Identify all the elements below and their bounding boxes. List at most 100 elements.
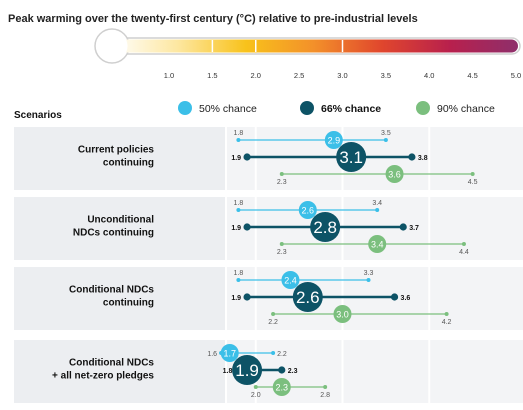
tick-label: 5.0 <box>511 71 521 80</box>
legend: 50% chance 66% chance 90% chance <box>178 101 495 115</box>
p50-high-dot <box>366 278 371 282</box>
p66-high-dot <box>408 153 416 161</box>
p90-low-dot <box>279 172 284 176</box>
row-label-line: NDCs continuing <box>73 228 154 239</box>
p50-low-label: 1.8 <box>234 200 244 207</box>
p50-median-label: 1.7 <box>223 349 236 359</box>
p90-median-bubble <box>272 378 291 396</box>
p90-median-label: 2.3 <box>276 383 289 393</box>
tick-label: 3.0 <box>337 71 347 80</box>
p90-high-dot <box>444 312 449 316</box>
legend-label-p90: 90% chance <box>437 103 495 115</box>
row-label-bg <box>14 267 225 330</box>
p50-median-label: 2.9 <box>328 136 341 146</box>
row-label: Conditional NDCs + all net-zero pledges <box>52 358 154 382</box>
p66-median-label: 2.8 <box>313 218 337 237</box>
p90-median-label: 3.6 <box>388 170 401 180</box>
row-label-bg <box>14 127 225 190</box>
legend-swatch-p50 <box>178 101 192 115</box>
tick-label: 4.5 <box>467 71 477 80</box>
p50-median-bubble <box>324 131 343 149</box>
p90-high-label: 4.4 <box>459 249 469 256</box>
p90-median-bubble <box>368 235 387 253</box>
p66-low-dot <box>243 153 251 161</box>
p90-high-label: 2.8 <box>320 392 330 399</box>
p66-median-label: 1.9 <box>235 361 259 380</box>
p50-median-label: 2.6 <box>302 206 315 216</box>
p66-low-label: 1.9 <box>231 295 241 302</box>
scenarios-header: Scenarios <box>14 110 62 121</box>
legend-swatch-p66 <box>300 101 314 115</box>
p66-low-label: 1.9 <box>231 155 241 162</box>
legend-label-p50: 50% chance <box>199 103 257 115</box>
scenario-row: Current policies continuing 1.8 3.5 2.9 2.3 4.… <box>14 127 523 190</box>
p50-median-bubble <box>281 271 300 289</box>
row-label: Conditional NDCs continuing <box>69 285 154 309</box>
p90-median-bubble <box>333 305 352 323</box>
p90-low-label: 2.3 <box>277 179 287 186</box>
p50-low-label: 1.6 <box>207 351 217 358</box>
row-label-line: continuing <box>103 298 154 309</box>
p90-low-dot <box>279 242 284 246</box>
p50-high-label: 3.4 <box>372 200 382 207</box>
scenario-row: Unconditional NDCs continuing 1.8 3.4 2.6 2.3… <box>14 197 523 260</box>
row-label: Current policies continuing <box>78 145 155 169</box>
scenario-rows: Current policies continuing 1.8 3.5 2.9 2.3 4.… <box>14 127 523 403</box>
p50-low-label: 1.8 <box>234 270 244 277</box>
row-label-line: continuing <box>103 158 154 169</box>
scenario-row: Conditional NDCs + all net-zero pledges 1.… <box>14 340 523 403</box>
p90-median-bubble <box>385 165 404 183</box>
row-plot-bg <box>227 340 523 403</box>
p66-low-label: 1.9 <box>231 225 241 232</box>
p50-low-dot <box>236 278 241 282</box>
p66-low-label: 1.8 <box>223 368 233 375</box>
p66-high-dot <box>399 223 407 231</box>
p50-high-label: 3.5 <box>381 130 391 137</box>
row-label-line: Current policies <box>78 145 155 156</box>
p90-low-dot <box>253 385 258 389</box>
p50-high-dot <box>375 208 380 212</box>
p66-low-dot <box>243 223 251 231</box>
p90-high-label: 4.5 <box>468 179 478 186</box>
tick-label: 1.5 <box>207 71 217 80</box>
row-plot-bg <box>227 127 523 190</box>
p66-high-label: 3.7 <box>409 225 419 232</box>
p50-high-dot <box>383 138 388 142</box>
row-label-line: Conditional NDCs <box>69 358 154 369</box>
thermometer-scale <box>94 28 521 64</box>
p50-median-bubble <box>298 201 317 219</box>
row-label-line: Unconditional <box>87 215 154 226</box>
p90-median-label: 3.4 <box>371 240 384 250</box>
axis-ticks: 1.0 1.5 2.0 2.5 3.0 3.5 4.0 4.5 5.0 <box>164 71 521 80</box>
p66-high-dot <box>278 366 286 374</box>
legend-swatch-p90 <box>416 101 430 115</box>
p50-low-dot <box>236 208 241 212</box>
tick-label: 3.5 <box>381 71 391 80</box>
p66-median-label: 2.6 <box>296 288 320 307</box>
chart-title: Peak warming over the twenty-first centu… <box>8 13 418 25</box>
p66-high-label: 2.3 <box>288 368 298 375</box>
p50-high-dot <box>271 351 276 355</box>
legend-label-p66: 66% chance <box>321 103 381 115</box>
p66-median-bubble <box>336 142 367 172</box>
p90-low-label: 2.2 <box>268 319 278 326</box>
scenario-row: Conditional NDCs continuing 1.8 3.3 2.4 2.2 4.… <box>14 267 523 330</box>
p66-median-bubble <box>292 282 323 312</box>
p50-low-dot <box>236 138 241 142</box>
p90-low-label: 2.0 <box>251 392 261 399</box>
p90-median-label: 3.0 <box>336 310 349 320</box>
p50-median-label: 2.4 <box>284 276 297 286</box>
p90-low-dot <box>271 312 276 316</box>
p90-high-dot <box>470 172 475 176</box>
p50-high-label: 3.3 <box>364 270 374 277</box>
p90-low-label: 2.3 <box>277 249 287 256</box>
p50-median-bubble <box>220 344 239 362</box>
row-plot-bg <box>227 267 523 330</box>
p66-high-dot <box>390 293 399 301</box>
row-label-bg <box>14 197 225 260</box>
tick-label: 2.5 <box>294 71 304 80</box>
tick-label: 2.0 <box>251 71 261 80</box>
p66-low-dot <box>243 293 251 301</box>
p90-high-dot <box>461 242 466 246</box>
